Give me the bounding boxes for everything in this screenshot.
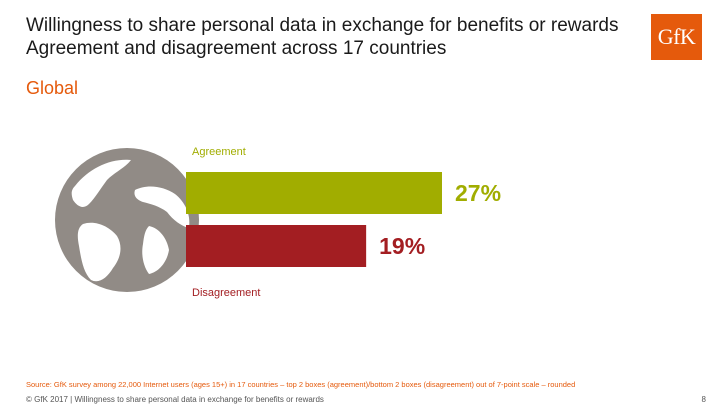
gfk-logo: GfK — [651, 14, 702, 60]
category-label-agreement: Agreement — [192, 146, 246, 158]
page-number: 8 — [701, 395, 706, 404]
category-label-disagreement: Disagreement — [192, 287, 260, 299]
globe-icon — [55, 148, 199, 292]
subtitle-global: Global — [26, 78, 79, 98]
bar-agreement — [186, 172, 442, 214]
slide-title: Willingness to share personal data in ex… — [26, 14, 646, 60]
value-label-agreement: 27% — [455, 180, 501, 206]
source-note: Source: GfK survey among 22,000 Internet… — [26, 380, 576, 389]
footer-text: © GfK 2017 | Willingness to share person… — [26, 395, 324, 404]
value-label-disagreement: 19% — [379, 233, 425, 259]
logo-text: GfK — [657, 24, 696, 49]
bar-disagreement — [186, 225, 367, 267]
title-line-2: Agreement and disagreement across 17 cou… — [26, 38, 447, 59]
title-line-1: Willingness to share personal data in ex… — [26, 15, 619, 36]
